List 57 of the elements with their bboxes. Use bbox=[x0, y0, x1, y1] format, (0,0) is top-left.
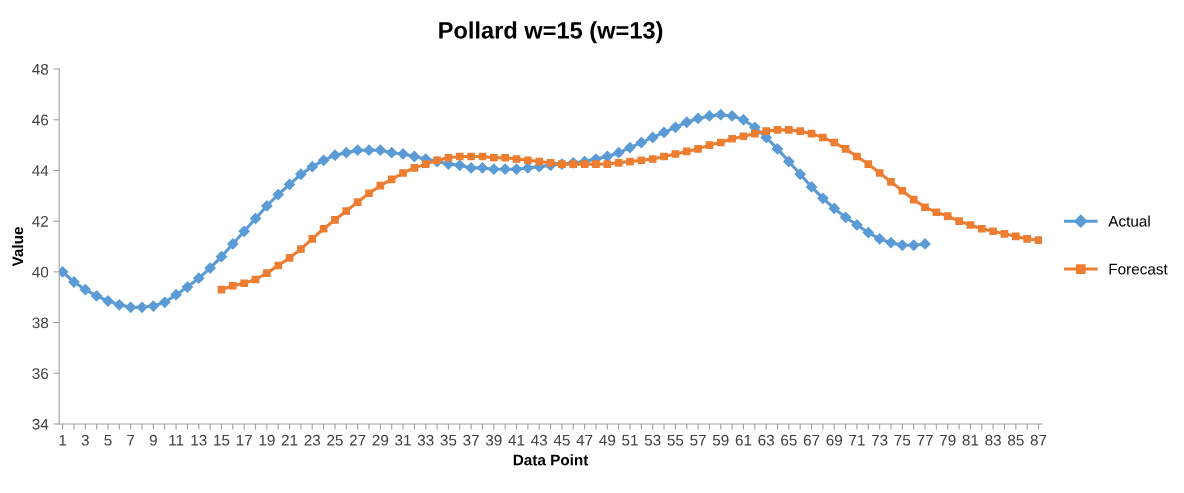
x-tick-label: 53 bbox=[644, 434, 661, 446]
x-tick-label: 9 bbox=[149, 434, 157, 446]
x-tick-label: 25 bbox=[327, 434, 343, 446]
x-tick-label: 49 bbox=[599, 434, 616, 446]
x-tick-label: 79 bbox=[940, 434, 956, 446]
x-tick-label: 41 bbox=[508, 434, 525, 446]
x-tick-label: 7 bbox=[127, 434, 135, 446]
x-axis-title: Data Point bbox=[513, 454, 589, 466]
y-tick-label: 34 bbox=[32, 418, 49, 430]
legend-label: Forecast bbox=[1109, 263, 1168, 275]
x-tick-label: 39 bbox=[485, 434, 502, 446]
x-tick-label: 43 bbox=[531, 434, 548, 446]
x-tick-label: 29 bbox=[372, 434, 389, 446]
x-tick-label: 61 bbox=[735, 434, 752, 446]
x-tick-label: 23 bbox=[304, 434, 321, 446]
x-tick-label: 59 bbox=[712, 434, 729, 446]
x-tick-label: 83 bbox=[985, 434, 1001, 446]
y-tick-label: 38 bbox=[32, 317, 49, 329]
x-tick-label: 69 bbox=[826, 434, 843, 446]
x-tick-label: 21 bbox=[281, 434, 298, 446]
x-tick-label: 15 bbox=[214, 434, 230, 446]
y-tick-label: 42 bbox=[32, 216, 49, 227]
y-axis-title: Value bbox=[11, 227, 24, 267]
x-tick-label: 5 bbox=[104, 434, 112, 446]
x-tick-label: 51 bbox=[622, 434, 638, 446]
x-tick-label: 27 bbox=[349, 434, 366, 446]
x-tick-label: 13 bbox=[191, 434, 207, 446]
x-tick-label: 67 bbox=[803, 434, 820, 446]
y-tick-label: 40 bbox=[32, 266, 49, 278]
x-tick-label: 87 bbox=[1030, 434, 1047, 446]
y-tick-label: 36 bbox=[32, 368, 49, 379]
x-tick-label: 55 bbox=[667, 434, 684, 446]
x-tick-label: 35 bbox=[440, 434, 457, 446]
x-tick-label: 71 bbox=[849, 434, 865, 446]
x-tick-label: 81 bbox=[962, 434, 979, 446]
x-tick-label: 31 bbox=[395, 434, 411, 446]
x-tick-label: 57 bbox=[690, 434, 706, 446]
x-tick-label: 37 bbox=[463, 434, 479, 446]
x-tick-label: 75 bbox=[894, 434, 911, 446]
x-tick-label: 45 bbox=[553, 434, 570, 446]
legend-label: Actual bbox=[1108, 215, 1150, 227]
y-tick-label: 44 bbox=[32, 165, 49, 176]
chart-title: Pollard w=15 (w=13) bbox=[439, 21, 663, 44]
x-tick-label: 63 bbox=[758, 434, 774, 446]
y-tick-label: 46 bbox=[32, 114, 49, 126]
x-tick-label: 65 bbox=[781, 434, 797, 446]
x-tick-label: 11 bbox=[169, 434, 184, 446]
y-tick-label: 48 bbox=[32, 63, 49, 75]
x-tick-label: 47 bbox=[576, 434, 593, 446]
x-tick-label: 17 bbox=[236, 434, 252, 446]
x-tick-label: 1 bbox=[59, 434, 67, 446]
x-tick-label: 3 bbox=[81, 434, 89, 446]
x-tick-label: 19 bbox=[259, 434, 275, 446]
x-tick-label: 77 bbox=[917, 434, 933, 446]
x-tick-label: 73 bbox=[871, 434, 888, 446]
x-tick-label: 85 bbox=[1007, 434, 1024, 446]
x-tick-label: 33 bbox=[417, 434, 434, 446]
